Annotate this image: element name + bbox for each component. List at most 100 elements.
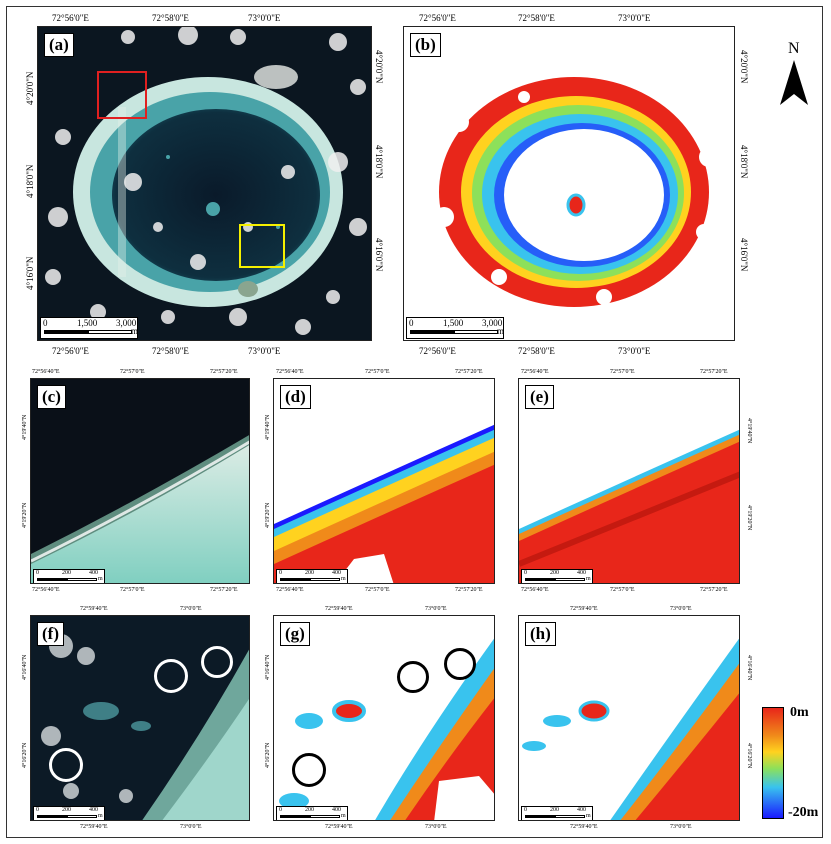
x-tick: 73°0'0"E (670, 824, 692, 830)
x-tick: 72°57'20"E (210, 369, 238, 375)
scale-unit: m (341, 576, 346, 582)
x-tick: 73°0'0"E (180, 606, 202, 612)
x-tick: 72°57'20"E (210, 587, 238, 593)
x-tick: 72°56'40"E (32, 587, 60, 593)
x-tick: 72°59'40"E (570, 606, 598, 612)
scale-num: 200 (62, 570, 71, 576)
x-tick: 72°57'0"E (365, 369, 390, 375)
x-tick: 72°57'0"E (610, 587, 635, 593)
scale-num: 400 (332, 807, 341, 813)
panel-label: (c) (37, 385, 66, 409)
x-tick: 72°57'0"E (120, 587, 145, 593)
panel-f-satellite-zoom: (f) 0 200 400 m (30, 615, 250, 821)
scale-num: 400 (577, 570, 586, 576)
scale-num: 400 (89, 807, 98, 813)
scale-num: 0 (279, 807, 282, 813)
y-tick: 4°16'20"N (22, 742, 28, 768)
x-tick: 72°56'40"E (521, 369, 549, 375)
panel-e-bathymetry-zoom: (e) 0 200 400 m (518, 378, 740, 584)
y-tick: 4°18'0"N (25, 164, 35, 198)
panel-a-satellite-atoll: (a) 0 1,500 3,000 m (37, 26, 372, 341)
y-tick: 4°19'40"N (265, 414, 271, 440)
panel-label: (h) (525, 622, 556, 646)
scale-bar: 0 200 400 m (33, 806, 105, 820)
scale-num: 200 (550, 807, 559, 813)
x-tick: 72°57'20"E (455, 369, 483, 375)
scale-num: 200 (550, 570, 559, 576)
bathymetry-zoom-map (522, 638, 739, 820)
scale-bar: 0 1,500 3,000 m (406, 317, 504, 339)
legend-max: 0m (790, 705, 809, 720)
x-tick: 72°57'0"E (365, 587, 390, 593)
y-tick: 4°16'0"N (739, 238, 749, 272)
x-tick: 72°56'40"E (276, 369, 304, 375)
x-tick: 72°57'20"E (455, 587, 483, 593)
x-tick: 73°0'0"E (618, 346, 651, 356)
panel-g-bathymetry-zoom: (g) 0 200 400 m (273, 615, 495, 821)
y-tick: 4°16'20"N (746, 743, 752, 769)
panel-c-satellite-zoom: (c) 0 200 400 m (30, 378, 250, 584)
scale-num: 3,000 (482, 318, 503, 328)
target-circle (201, 646, 233, 678)
scale-num: 200 (305, 570, 314, 576)
x-tick: 72°56'40"E (32, 369, 60, 375)
scale-num: 0 (524, 807, 527, 813)
x-tick: 72°59'40"E (325, 606, 353, 612)
red-box (97, 71, 147, 119)
scale-num: 1,500 (443, 318, 464, 328)
panel-label: (b) (410, 33, 441, 57)
satellite-zoom-image (41, 634, 249, 820)
north-arrow-icon (780, 60, 808, 105)
x-tick: 72°56'0"E (419, 346, 456, 356)
scale-unit: m (497, 326, 505, 336)
scale-unit: m (131, 326, 139, 336)
x-tick: 73°0'0"E (248, 346, 281, 356)
scale-num: 200 (62, 807, 71, 813)
y-tick: 4°19'40"N (22, 414, 28, 440)
depth-legend: 0m -20m (762, 705, 822, 825)
y-tick: 4°18'0"N (739, 145, 749, 179)
x-tick: 73°0'0"E (618, 13, 651, 23)
bathymetry-zoom-map (274, 424, 494, 583)
y-tick: 4°19'20"N (746, 505, 752, 531)
target-circle (444, 648, 476, 680)
y-tick: 4°19'20"N (265, 502, 271, 528)
panel-label: (f) (37, 622, 64, 646)
x-tick: 72°56'0"E (52, 13, 89, 23)
x-tick: 72°58'0"E (152, 13, 189, 23)
scale-num: 400 (332, 570, 341, 576)
scale-num: 0 (36, 807, 39, 813)
satellite-zoom-image (31, 435, 249, 583)
atoll-bathymetry-map (434, 63, 719, 307)
scale-unit: m (341, 813, 346, 819)
x-tick: 72°58'0"E (152, 346, 189, 356)
y-tick: 4°16'40"N (746, 655, 752, 681)
y-tick: 4°19'20"N (22, 502, 28, 528)
y-tick: 4°20'0"N (739, 50, 749, 84)
x-tick: 72°57'20"E (700, 587, 728, 593)
x-tick: 72°56'40"E (276, 587, 304, 593)
scale-unit: m (586, 576, 591, 582)
scale-bar: 0 200 400 m (521, 569, 593, 583)
x-tick: 72°59'40"E (325, 824, 353, 830)
y-tick: 4°16'40"N (22, 654, 28, 680)
scale-num: 400 (89, 570, 98, 576)
y-tick: 4°19'40"N (746, 418, 752, 444)
x-tick: 72°59'40"E (80, 606, 108, 612)
scale-num: 0 (524, 570, 527, 576)
north-arrow: N (776, 40, 812, 110)
target-circle (154, 659, 188, 693)
y-tick: 4°20'0"N (25, 71, 35, 105)
x-tick: 72°59'40"E (80, 824, 108, 830)
panel-h-bathymetry-zoom: (h) 0 200 400 m (518, 615, 740, 821)
panel-label: (g) (280, 622, 310, 646)
scale-bar: 0 200 400 m (521, 806, 593, 820)
target-circle (397, 661, 429, 693)
scale-num: 0 (43, 318, 48, 328)
x-tick: 73°0'0"E (248, 13, 281, 23)
scale-bar: 0 200 400 m (33, 569, 105, 583)
figure-frame (6, 6, 823, 838)
scale-unit: m (586, 813, 591, 819)
atoll-satellite-image (44, 27, 367, 335)
bathymetry-zoom-map (519, 429, 739, 583)
